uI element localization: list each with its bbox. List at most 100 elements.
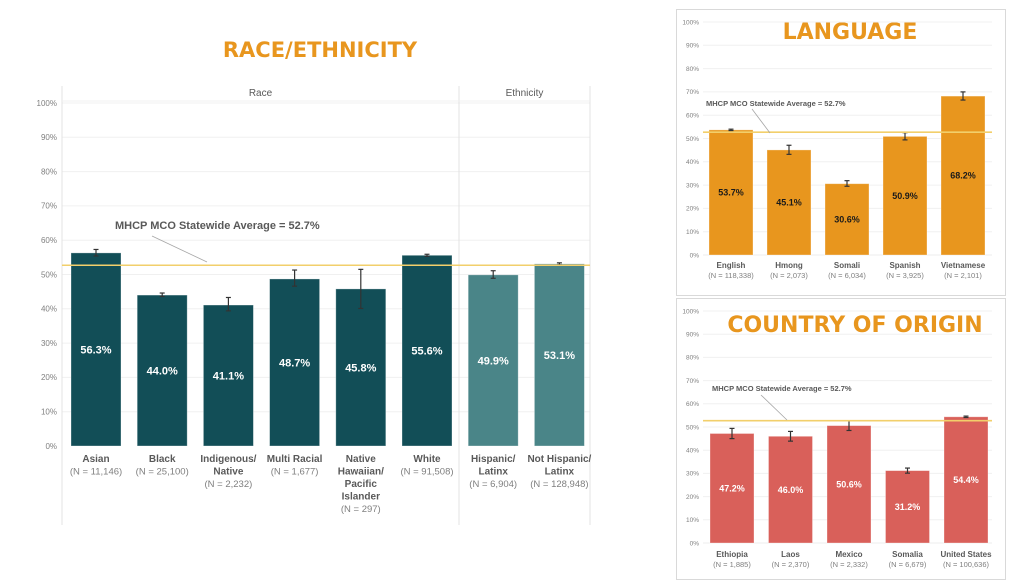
data-label: 53.1% xyxy=(544,350,575,362)
y-tick-label: 40% xyxy=(686,447,699,454)
category-label: Not Hispanic/ xyxy=(527,454,591,465)
y-tick-label: 50% xyxy=(41,270,57,279)
category-n-label: (N = 91,508) xyxy=(400,467,453,478)
y-tick-label: 100% xyxy=(37,99,57,108)
category-label: Somalia xyxy=(892,550,923,559)
bar xyxy=(202,304,254,447)
category-n-label: (N = 2,370) xyxy=(772,560,810,569)
data-label: 44.0% xyxy=(147,365,178,377)
bar xyxy=(882,136,928,256)
bar xyxy=(709,433,755,544)
data-label: 45.8% xyxy=(345,362,376,374)
y-tick-label: 80% xyxy=(41,167,57,176)
data-label: 53.7% xyxy=(718,188,744,198)
data-label: 68.2% xyxy=(950,171,976,181)
reference-leader-line xyxy=(151,235,208,263)
category-n-label: (N = 6,034) xyxy=(828,271,866,280)
category-n-label: (N = 100,636) xyxy=(943,560,990,569)
category-label: Hmong xyxy=(775,261,803,270)
y-tick-label: 30% xyxy=(41,339,57,348)
data-label: 50.6% xyxy=(836,479,862,489)
data-label: 30.6% xyxy=(834,215,860,225)
group-label: Race xyxy=(249,88,273,99)
y-tick-label: 10% xyxy=(686,229,699,236)
category-n-label: (N = 1,677) xyxy=(271,467,319,478)
reference-line-label: MHCP MCO Statewide Average = 52.7% xyxy=(115,220,320,232)
data-label: 45.1% xyxy=(776,198,802,208)
language-chart-title: LANGUAGE xyxy=(782,20,918,45)
y-tick-label: 80% xyxy=(686,66,699,73)
category-label: English xyxy=(717,261,746,270)
category-label: Multi Racial xyxy=(267,454,323,465)
category-label: Asian xyxy=(82,454,109,465)
category-label: Hispanic/ xyxy=(471,454,516,465)
data-label: 55.6% xyxy=(411,345,442,357)
category-label: Spanish xyxy=(889,261,920,270)
y-tick-label: 0% xyxy=(45,442,57,451)
y-tick-label: 20% xyxy=(41,373,57,382)
data-label: 46.0% xyxy=(778,485,804,495)
category-n-label: (N = 6,904) xyxy=(469,479,517,490)
y-tick-label: 100% xyxy=(682,19,699,26)
category-n-label: (N = 3,925) xyxy=(886,271,924,280)
y-tick-label: 90% xyxy=(41,133,57,142)
data-label: 50.9% xyxy=(892,191,918,201)
category-label: Mexico xyxy=(835,550,862,559)
category-label: Ethiopia xyxy=(716,550,748,559)
bar xyxy=(826,425,872,544)
bar xyxy=(943,416,989,544)
category-label: Black xyxy=(149,454,176,465)
y-tick-label: 50% xyxy=(686,136,699,143)
category-n-label: (N = 118,338) xyxy=(708,271,754,280)
y-tick-label: 10% xyxy=(686,517,699,524)
bar xyxy=(885,470,930,544)
reference-leader-line xyxy=(751,108,771,134)
y-tick-label: 100% xyxy=(682,308,699,315)
bar xyxy=(708,129,754,256)
category-label: Somali xyxy=(834,261,860,270)
category-n-label: (N = 11,146) xyxy=(70,467,122,478)
y-tick-label: 40% xyxy=(686,159,699,166)
y-tick-label: 0% xyxy=(690,540,700,547)
data-label: 48.7% xyxy=(279,357,310,369)
category-n-label: (N = 2,101) xyxy=(944,271,982,280)
bar xyxy=(467,274,519,447)
category-n-label: (N = 2,073) xyxy=(770,271,808,280)
y-tick-label: 30% xyxy=(686,182,699,189)
category-label: Native xyxy=(213,467,243,478)
category-label: White xyxy=(413,454,441,465)
reference-line-label: MHCP MCO Statewide Average = 52.7% xyxy=(712,384,852,393)
y-tick-label: 50% xyxy=(686,424,699,431)
y-tick-label: 70% xyxy=(686,89,699,96)
category-label: United States xyxy=(940,550,992,559)
bar xyxy=(136,294,188,447)
group-label: Ethnicity xyxy=(506,88,544,99)
y-tick-label: 80% xyxy=(686,355,699,362)
reference-line-label: MHCP MCO Statewide Average = 52.7% xyxy=(706,99,846,108)
category-label: Laos xyxy=(781,550,800,559)
category-n-label: (N = 6,679) xyxy=(889,560,927,569)
bar xyxy=(269,278,321,447)
data-label: 41.1% xyxy=(213,370,244,382)
category-label: Pacific xyxy=(345,479,378,490)
bar xyxy=(70,252,122,447)
bar xyxy=(824,183,870,256)
y-tick-label: 70% xyxy=(686,378,699,385)
y-tick-label: 60% xyxy=(686,401,699,408)
race-chart-title: RACE/ETHNICITY xyxy=(222,38,418,62)
category-n-label: (N = 25,100) xyxy=(136,467,189,478)
y-tick-label: 20% xyxy=(686,206,699,213)
y-tick-label: 60% xyxy=(41,236,57,245)
y-tick-label: 40% xyxy=(41,305,57,314)
data-label: 54.4% xyxy=(953,475,979,485)
category-label: Indigenous/ xyxy=(200,454,256,465)
category-label: Hawaiian/ xyxy=(338,467,384,478)
category-n-label: (N = 1,885) xyxy=(713,560,751,569)
y-tick-label: 90% xyxy=(686,43,699,50)
category-label: Native xyxy=(346,454,376,465)
bar xyxy=(766,149,812,256)
category-label: Latinx xyxy=(545,467,575,478)
